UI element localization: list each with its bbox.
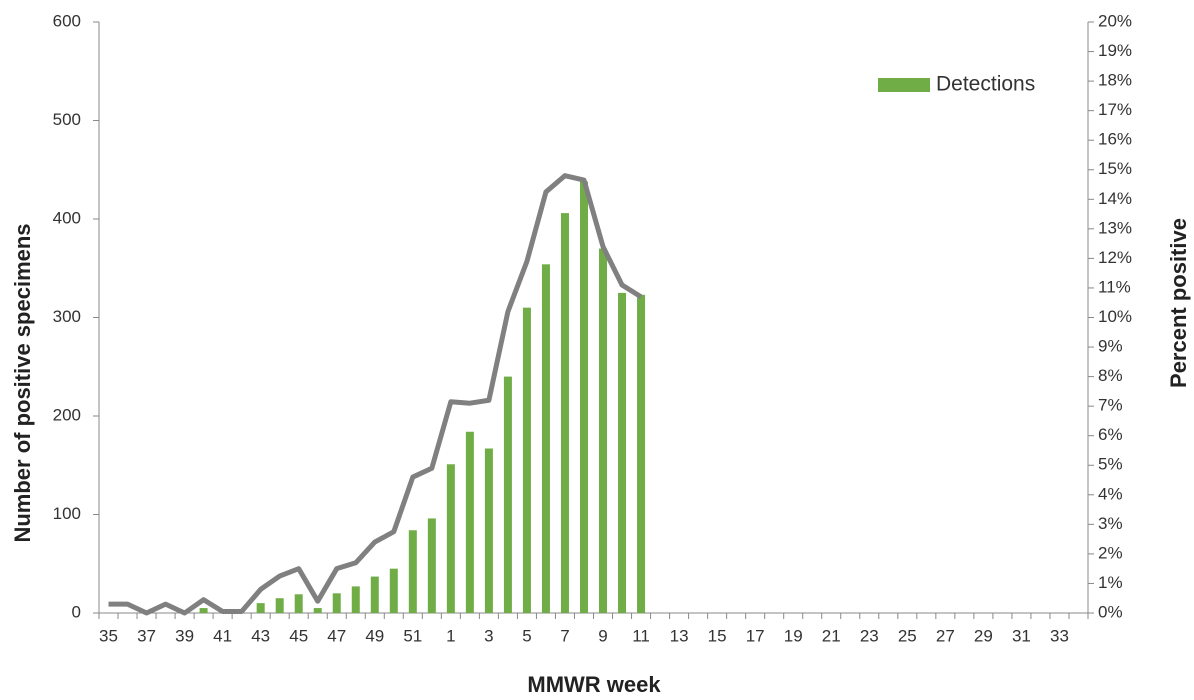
x-tick-label: 9: [598, 626, 607, 645]
y2-axis-title: Percent positive: [1166, 218, 1191, 388]
x-tick-label: 17: [746, 626, 765, 645]
x-tick-label: 21: [822, 626, 841, 645]
bar: [351, 586, 360, 613]
y2-tick-label: 1%: [1098, 573, 1123, 592]
y2-tick-label: 11%: [1098, 277, 1131, 296]
y2-tick-label: 5%: [1098, 455, 1123, 474]
y2-tick-label: 18%: [1098, 71, 1132, 90]
bar: [637, 294, 646, 613]
x-tick-label: 27: [936, 626, 955, 645]
bar: [408, 530, 417, 613]
y2-tick-label: 2%: [1098, 543, 1123, 562]
bar: [389, 568, 398, 613]
bar: [275, 598, 284, 613]
y2-tick-label: 10%: [1098, 307, 1132, 326]
y-tick-label: 600: [53, 11, 81, 30]
y-tick-label: 200: [53, 405, 81, 424]
x-tick-label: 23: [860, 626, 879, 645]
y2-tick-label: 4%: [1098, 484, 1123, 503]
y2-tick-label: 16%: [1098, 130, 1132, 149]
x-tick-label: 1: [446, 626, 455, 645]
x-tick-label: 49: [365, 626, 384, 645]
x-tick-label: 33: [1050, 626, 1069, 645]
y2-tick-label: 0%: [1098, 602, 1123, 621]
y2-tick-label: 15%: [1098, 159, 1132, 178]
y-tick-label: 100: [53, 504, 81, 523]
x-tick-label: 37: [137, 626, 156, 645]
x-tick-label: 25: [898, 626, 917, 645]
x-tick-label: 39: [175, 626, 194, 645]
bar: [465, 431, 474, 613]
y2-tick-label: 3%: [1098, 514, 1123, 533]
x-tick-label: 47: [327, 626, 346, 645]
bar: [446, 464, 455, 613]
x-tick-label: 31: [1012, 626, 1031, 645]
bar: [503, 376, 512, 613]
bar: [522, 307, 531, 613]
bar: [294, 594, 303, 613]
x-tick-label: 3: [484, 626, 493, 645]
x-axis-title: MMWR week: [527, 672, 661, 697]
y-tick-label: 300: [53, 307, 81, 326]
y2-tick-label: 20%: [1098, 11, 1132, 30]
y-axis-title: Number of positive specimens: [10, 223, 35, 542]
x-tick-label: 29: [974, 626, 993, 645]
y-tick-label: 0: [72, 602, 81, 621]
y-tick-label: 500: [53, 110, 81, 129]
bar: [427, 518, 436, 613]
bar: [599, 248, 608, 614]
y2-tick-label: 8%: [1098, 366, 1123, 385]
x-tick-label: 7: [560, 626, 569, 645]
bar: [541, 264, 550, 613]
y2-tick-label: 6%: [1098, 425, 1123, 444]
legend-swatch: [878, 78, 930, 92]
y2-tick-label: 9%: [1098, 337, 1123, 356]
x-tick-label: 51: [403, 626, 422, 645]
bar: [199, 608, 208, 613]
x-tick-label: 41: [213, 626, 232, 645]
x-tick-label: 5: [522, 626, 531, 645]
x-tick-label: 13: [670, 626, 689, 645]
bar: [313, 608, 322, 613]
bar: [332, 593, 341, 613]
bar: [579, 181, 588, 613]
y2-tick-label: 12%: [1098, 248, 1132, 267]
bar: [370, 576, 379, 613]
bar: [560, 213, 569, 613]
y2-tick-label: 17%: [1098, 100, 1132, 119]
x-tick-label: 43: [251, 626, 270, 645]
x-tick-label: 45: [289, 626, 308, 645]
line: [108, 173, 643, 616]
bar: [484, 448, 493, 613]
y2-tick-label: 14%: [1098, 189, 1132, 208]
y2-tick-label: 19%: [1098, 41, 1132, 60]
x-tick-label: 11: [632, 626, 650, 645]
x-tick-label: 19: [784, 626, 803, 645]
x-tick-label: 15: [708, 626, 727, 645]
legend-label: Detections: [936, 73, 1035, 96]
bar: [618, 292, 627, 613]
y2-tick-label: 7%: [1098, 396, 1123, 415]
x-tick-label: 35: [99, 626, 118, 645]
y2-tick-label: 13%: [1098, 218, 1132, 237]
bar: [256, 603, 265, 613]
y-tick-label: 400: [53, 208, 81, 227]
